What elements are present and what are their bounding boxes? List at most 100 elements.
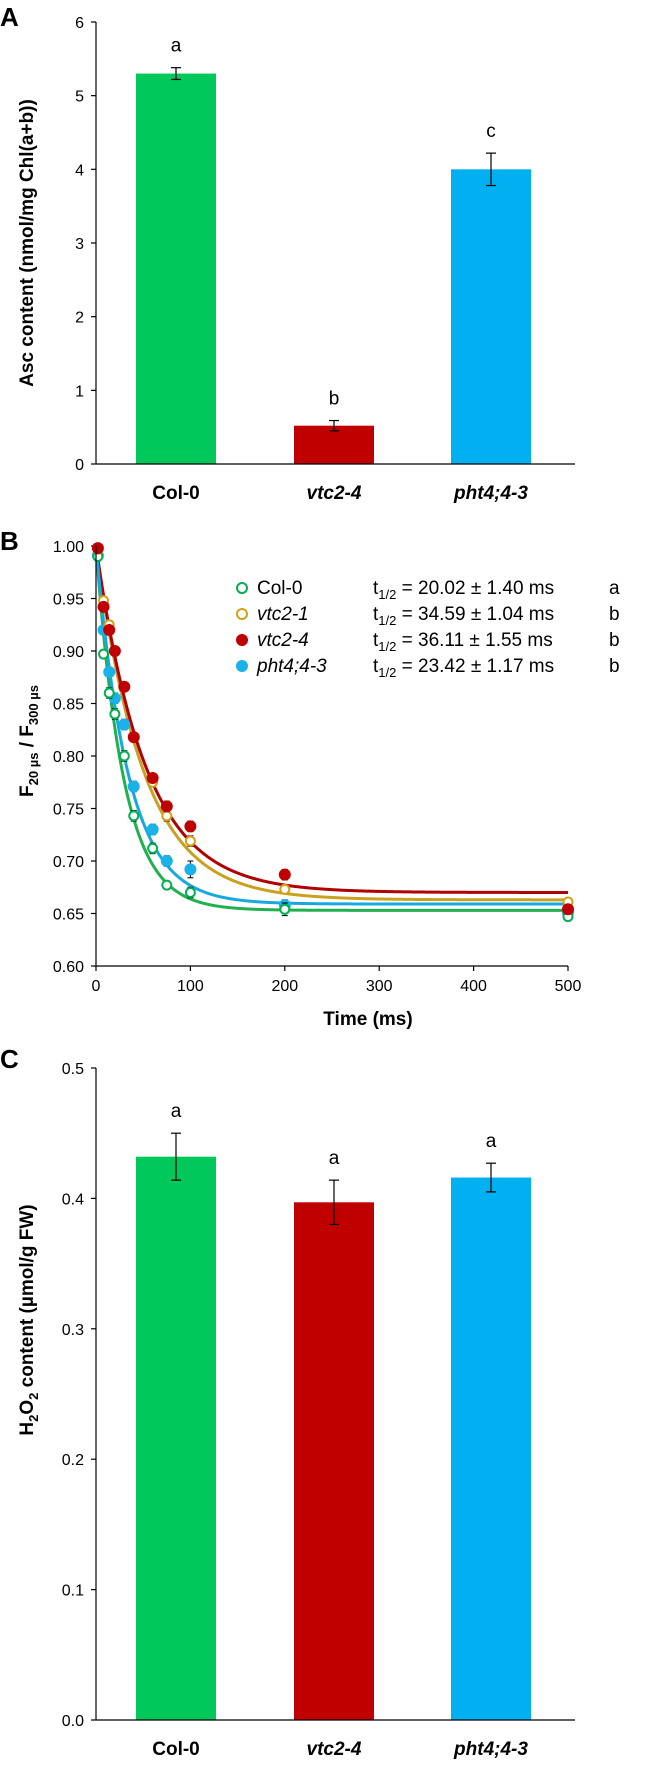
- x-category-label: pht4;4-3: [453, 483, 528, 504]
- data-point: [184, 835, 196, 847]
- data-point: [161, 810, 173, 822]
- legend-t-symbol: t: [373, 630, 379, 651]
- legend-series-name: vtc2-4: [257, 630, 309, 651]
- panel-a-bars: a b c: [136, 36, 531, 465]
- panel-a-x-categories: Col-0 vtc2-4 pht4;4-3: [152, 483, 528, 504]
- data-point: [108, 645, 121, 657]
- legend-t-value: = 20.02 ± 1.40 ms: [396, 578, 554, 599]
- x-category-label: pht4;4-3: [453, 1739, 528, 1760]
- data-point: [118, 680, 131, 693]
- legend-group-letter: b: [609, 630, 620, 651]
- data-point: [279, 903, 291, 915]
- bar: [136, 73, 216, 465]
- x-tick-label: 0: [92, 978, 101, 995]
- x-tick-label: 100: [177, 978, 204, 995]
- data-point: [161, 879, 173, 891]
- panel-a-letter: A: [0, 2, 19, 32]
- panel-b-y-axis-label: F20 µs / F300 µs: [17, 685, 41, 797]
- data-point: [118, 750, 130, 762]
- y-tick-label: 0.0: [62, 1713, 84, 1730]
- data-point: [184, 887, 196, 898]
- x-tick-label: 400: [460, 978, 487, 995]
- bar: [451, 169, 531, 465]
- legend-series-name: pht4;4-3: [256, 656, 327, 677]
- data-point: [109, 708, 121, 720]
- panel-b: B F20 µs / F300 µs 0.600.650.700.750.800…: [0, 526, 620, 1030]
- legend-t-half: t1/2 = 34.59 ± 1.04 ms: [373, 604, 554, 628]
- panel-b-ylabel-sub1: 20 µs: [26, 753, 41, 786]
- legend-t-subscript: 1/2: [378, 587, 396, 602]
- panel-c: C H2O2 content (µmol/g FW) 0.00.10.20.30…: [0, 1044, 575, 1760]
- fit-curve: [94, 545, 568, 912]
- data-point: [278, 868, 291, 881]
- data-point: [118, 718, 131, 731]
- legend-t-subscript: 1/2: [378, 639, 396, 654]
- y-tick-label: 2: [75, 310, 84, 327]
- legend-t-symbol: t: [373, 604, 379, 625]
- y-tick-label: 0.5: [62, 1061, 84, 1078]
- significance-label: a: [329, 1148, 340, 1169]
- bar: [451, 1177, 531, 1720]
- x-category-label: Col-0: [152, 483, 200, 504]
- y-tick-label: 0.80: [53, 749, 84, 766]
- x-tick-label: 200: [271, 978, 298, 995]
- y-tick-label: 0.1: [62, 1583, 84, 1600]
- panel-c-x-categories: Col-0 vtc2-4 pht4;4-3: [152, 1739, 528, 1760]
- legend-t-symbol: t: [373, 656, 379, 677]
- data-point: [160, 855, 173, 867]
- legend-t-value: = 34.59 ± 1.04 ms: [396, 604, 554, 625]
- y-tick-label: 5: [75, 89, 84, 106]
- y-tick-label: 0.85: [53, 697, 84, 714]
- panel-c-ylabel-sub1: 2: [26, 1415, 41, 1422]
- data-point: [146, 772, 159, 785]
- data-point: [103, 687, 115, 699]
- fit-curve: [94, 545, 568, 902]
- y-tick-label: 0.95: [53, 592, 84, 609]
- legend-marker: [236, 660, 248, 672]
- data-point: [146, 823, 159, 836]
- panel-c-ylabel-h: H: [17, 1422, 38, 1436]
- y-tick-label: 0.70: [53, 854, 84, 871]
- data-point: [103, 666, 116, 678]
- x-category-label: Col-0: [152, 1739, 200, 1760]
- data-point: [127, 780, 140, 793]
- y-tick-label: 1.00: [53, 539, 84, 556]
- legend-t-half: t1/2 = 20.02 ± 1.40 ms: [373, 578, 554, 602]
- y-tick-label: 1: [75, 383, 84, 400]
- bar: [294, 1202, 374, 1720]
- data-point: [97, 600, 110, 613]
- x-tick-label: 300: [366, 978, 393, 995]
- legend-series-name: Col-0: [257, 578, 302, 599]
- y-tick-label: 3: [75, 236, 84, 253]
- panel-c-y-ticks: 0.0 0.1 0.2 0.3 0.4 0.5: [62, 1061, 96, 1730]
- y-tick-label: 0.75: [53, 802, 84, 819]
- y-tick-label: 6: [75, 15, 84, 32]
- data-point: [103, 624, 116, 636]
- panel-c-bars: a a a: [136, 1101, 531, 1720]
- data-point: [98, 648, 110, 660]
- legend-t-subscript: 1/2: [378, 665, 396, 680]
- legend-t-subscript: 1/2: [378, 613, 396, 628]
- legend-marker: [236, 582, 248, 594]
- legend-series-name: vtc2-1: [257, 604, 309, 625]
- x-tick-label: 500: [555, 978, 582, 995]
- legend-t-half: t1/2 = 23.42 ± 1.17 ms: [373, 656, 554, 680]
- legend-t-symbol: t: [373, 578, 379, 599]
- panel-b-y-ticks: 0.60 0.65 0.70 0.75 0.80 0.85 0.90 0.95 1.00: [53, 539, 96, 976]
- data-point: [184, 820, 197, 833]
- y-tick-label: 0.60: [53, 959, 84, 976]
- legend-group-letter: a: [609, 578, 620, 599]
- data-point: [562, 903, 574, 916]
- legend-group-letter: b: [609, 656, 620, 677]
- y-tick-label: 0.4: [62, 1191, 84, 1208]
- panel-a-y-axis-label: Asc content (nmol/mg Chl(a+b)): [17, 99, 38, 387]
- significance-label: c: [486, 121, 496, 142]
- data-point: [279, 883, 291, 895]
- fit-curve: [94, 545, 568, 906]
- panel-c-letter: C: [0, 1044, 19, 1074]
- panel-a-y-ticks: 0 1 2 3 4 5 6: [75, 15, 96, 474]
- legend-t-half: t1/2 = 36.11 ± 1.55 ms: [373, 630, 553, 654]
- bar: [294, 425, 374, 464]
